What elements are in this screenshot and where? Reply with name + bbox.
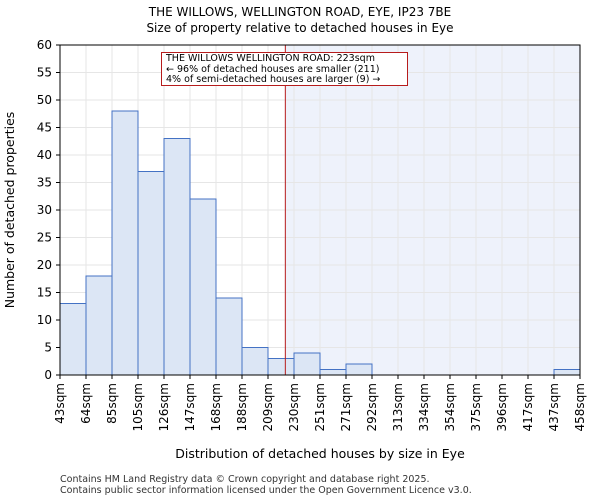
x-tick-label: 458sqm bbox=[573, 383, 587, 431]
bar-209sqm bbox=[267, 358, 295, 376]
annotation-line-1: THE WILLOWS WELLINGTON ROAD: 223sqm bbox=[166, 53, 375, 64]
x-tick-label: 126sqm bbox=[157, 383, 171, 431]
footer-line-1: Contains HM Land Registry data © Crown c… bbox=[60, 474, 430, 485]
x-tick-label: 396sqm bbox=[495, 383, 509, 431]
x-tick-label: 230sqm bbox=[287, 383, 301, 431]
x-tick-label: 354sqm bbox=[443, 383, 457, 431]
y-axis-label: Number of detached properties bbox=[2, 112, 17, 309]
bar-188sqm bbox=[241, 347, 269, 376]
x-tick-label: 147sqm bbox=[183, 383, 197, 431]
bar-271sqm bbox=[345, 363, 373, 376]
x-tick-label: 417sqm bbox=[521, 383, 535, 431]
chart-subtitle: Size of property relative to detached ho… bbox=[146, 21, 454, 35]
bar-85sqm bbox=[111, 110, 139, 376]
bar-230sqm bbox=[293, 352, 321, 376]
chart-title-block: THE WILLOWS, WELLINGTON ROAD, EYE, IP23 … bbox=[0, 4, 600, 36]
y-tick-label: 10 bbox=[37, 313, 52, 327]
y-tick-label: 40 bbox=[37, 148, 52, 162]
bar-251sqm bbox=[319, 369, 347, 376]
x-tick-label: 64sqm bbox=[79, 383, 93, 424]
x-axis-label: Distribution of detached houses by size … bbox=[175, 446, 465, 461]
annotation-line-3: 4% of semi-detached houses are larger (9… bbox=[166, 74, 381, 85]
y-tick-label: 50 bbox=[37, 93, 52, 107]
bar-437sqm bbox=[553, 369, 581, 376]
x-tick-label: 209sqm bbox=[261, 383, 275, 431]
bar-147sqm bbox=[189, 198, 217, 376]
x-tick-label: 251sqm bbox=[313, 383, 327, 431]
x-tick-label: 43sqm bbox=[53, 383, 67, 424]
y-tick-label: 30 bbox=[37, 203, 52, 217]
y-tick-label: 20 bbox=[37, 258, 52, 272]
x-tick-label: 105sqm bbox=[131, 383, 145, 431]
chart-title: THE WILLOWS, WELLINGTON ROAD, EYE, IP23 … bbox=[148, 5, 452, 19]
x-tick-label: 292sqm bbox=[365, 383, 379, 431]
y-tick-label: 0 bbox=[44, 368, 52, 382]
x-tick-label: 313sqm bbox=[391, 383, 405, 431]
y-tick-label: 5 bbox=[44, 341, 52, 355]
x-tick-label: 334sqm bbox=[417, 383, 431, 431]
bar-43sqm bbox=[59, 303, 87, 376]
annotation-box: THE WILLOWS WELLINGTON ROAD: 223sqm ← 96… bbox=[161, 52, 408, 86]
bar-64sqm bbox=[85, 275, 113, 376]
y-tick-label: 15 bbox=[37, 286, 52, 300]
x-tick-label: 85sqm bbox=[105, 383, 119, 424]
bar-105sqm bbox=[137, 171, 165, 376]
x-tick-label: 437sqm bbox=[547, 383, 561, 431]
x-tick-label: 188sqm bbox=[235, 383, 249, 431]
y-tick-label: 25 bbox=[37, 231, 52, 245]
x-tick-label: 168sqm bbox=[209, 383, 223, 431]
x-tick-label: 271sqm bbox=[339, 383, 353, 431]
x-tick-label: 375sqm bbox=[469, 383, 483, 431]
y-tick-label: 35 bbox=[37, 176, 52, 190]
bar-168sqm bbox=[215, 297, 243, 376]
y-tick-label: 60 bbox=[37, 38, 52, 52]
histogram-chart: 0 5 10 15 20 25 30 35 40 45 50 55 60 43sqm 64sqm 85sqm 1… bbox=[2, 38, 587, 461]
footer: Contains HM Land Registry data © Crown c… bbox=[60, 474, 472, 496]
y-tick-label: 45 bbox=[37, 121, 52, 135]
footer-line-2: Contains public sector information licen… bbox=[60, 485, 472, 496]
annotation-line-2: ← 96% of detached houses are smaller (21… bbox=[166, 63, 380, 75]
bar-126sqm bbox=[163, 138, 191, 376]
y-tick-label: 55 bbox=[37, 66, 52, 80]
